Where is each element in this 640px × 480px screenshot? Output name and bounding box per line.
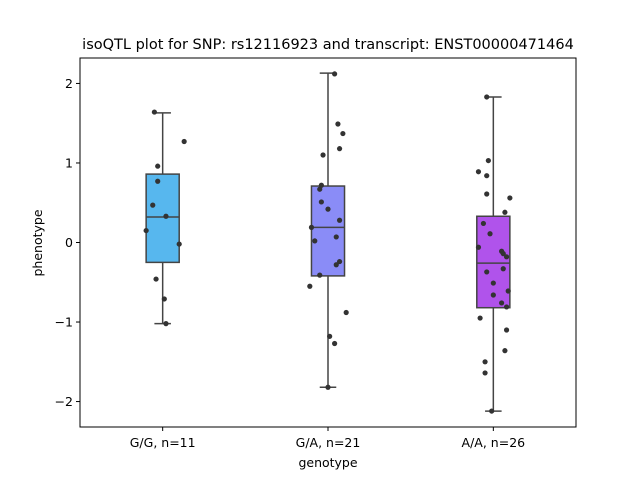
data-point	[480, 220, 487, 227]
data-point	[181, 138, 187, 145]
data-point	[507, 195, 513, 201]
data-point	[482, 370, 488, 376]
data-point	[340, 130, 346, 137]
data-point	[475, 169, 482, 175]
data-point	[163, 213, 169, 219]
y-tick-label: 0	[65, 235, 73, 250]
data-point	[318, 199, 324, 205]
data-point	[336, 146, 343, 152]
data-point	[477, 315, 483, 321]
data-point	[490, 280, 496, 286]
data-point	[500, 251, 506, 257]
data-point	[502, 209, 508, 215]
data-point	[308, 224, 315, 230]
data-point	[484, 269, 490, 275]
data-point	[487, 231, 493, 237]
data-point	[499, 300, 505, 306]
data-point	[343, 309, 349, 316]
x-tick-label: G/A, n=21	[296, 435, 361, 450]
data-point	[505, 288, 511, 294]
data-point	[503, 304, 510, 310]
box-iqr	[145, 173, 180, 264]
data-point	[317, 186, 323, 192]
data-point	[312, 238, 318, 244]
data-point	[475, 244, 482, 250]
data-point	[333, 262, 339, 268]
data-point	[151, 109, 157, 115]
x-axis-label: genotype	[298, 455, 357, 470]
data-point	[336, 258, 343, 265]
data-point	[153, 276, 159, 282]
data-point	[484, 94, 490, 100]
data-point	[489, 408, 495, 414]
data-point	[150, 202, 156, 208]
data-point	[176, 241, 182, 247]
data-point	[155, 178, 161, 184]
data-point	[155, 163, 161, 169]
data-point	[143, 227, 149, 234]
data-point	[500, 266, 506, 272]
data-point	[327, 333, 333, 339]
data-point	[325, 384, 331, 390]
data-point	[318, 182, 324, 188]
data-point	[317, 272, 323, 278]
data-point	[336, 217, 343, 223]
x-tick-label: A/A, n=26	[462, 435, 526, 450]
data-point	[307, 283, 313, 289]
data-point	[490, 292, 496, 298]
y-tick-label: −2	[55, 394, 73, 409]
data-point	[325, 206, 331, 212]
data-point	[332, 71, 338, 77]
data-point	[161, 296, 167, 302]
data-point	[482, 359, 488, 365]
boxes-layer	[145, 72, 511, 412]
y-axis: 2 1 0 −1 −2	[55, 76, 80, 409]
y-tick-label: −1	[55, 315, 73, 330]
data-point	[484, 173, 490, 179]
data-point	[503, 327, 510, 333]
y-axis-label: phenotype	[30, 209, 45, 276]
data-point	[333, 234, 339, 240]
data-point	[484, 191, 490, 197]
y-tick-label: 2	[65, 76, 73, 91]
data-point	[163, 321, 169, 327]
data-point	[332, 340, 338, 347]
x-axis: G/G, n=11 G/A, n=21 A/A, n=26	[130, 427, 525, 450]
data-point	[485, 157, 491, 164]
data-point	[502, 348, 508, 354]
data-point	[503, 254, 510, 260]
chart-title: isoQTL plot for SNP: rs12116923 and tran…	[82, 37, 574, 53]
data-point	[320, 152, 326, 158]
y-tick-label: 1	[65, 155, 73, 170]
x-tick-label: G/G, n=11	[130, 435, 196, 450]
points-layer	[143, 71, 513, 414]
data-point	[335, 121, 341, 127]
